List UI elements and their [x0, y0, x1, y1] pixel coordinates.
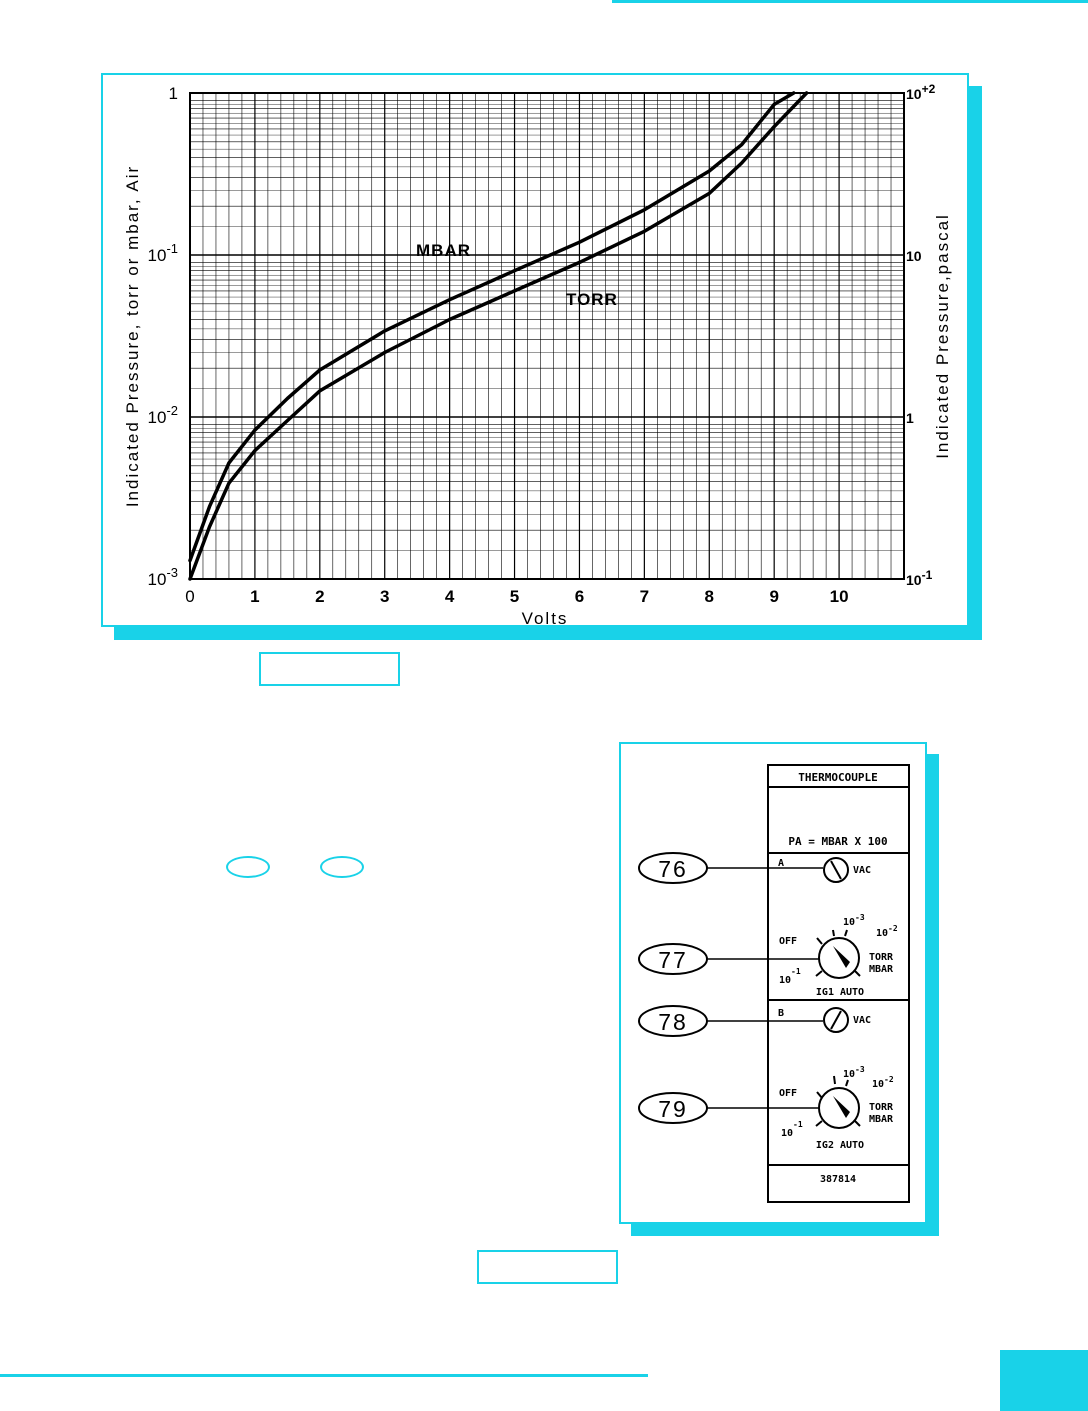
- x-tick-label: 3: [380, 587, 389, 606]
- knob-2-off: OFF: [779, 1088, 797, 1099]
- knob-2-torr: TORR: [869, 1102, 894, 1113]
- panel-formula: PA = MBAR X 100: [788, 835, 887, 848]
- pressure-volts-chart: 0 1 2 3 4 5 6 7 8 9 10 1 10-1 10-2 10-3 10+2 10 1 10-1 MBA…: [123, 82, 952, 628]
- y-tick-label-right: 10-1: [906, 568, 933, 588]
- series-line-torr: [188, 91, 809, 581]
- series-line-mbar: [188, 91, 796, 563]
- y-tick-label-right: 10: [906, 248, 922, 264]
- y-tick-label-left: 10-2: [148, 403, 178, 427]
- switch-a-vac: VAC: [853, 865, 871, 876]
- knob-1-off: OFF: [779, 936, 797, 947]
- callout-77-label: 77: [658, 947, 688, 973]
- reference-oval-right: [320, 856, 364, 878]
- callout-78: 78: [638, 1005, 823, 1037]
- x-tick-label: 9: [769, 587, 778, 606]
- y-tick-label-right: 10+2: [906, 82, 936, 102]
- range-knob-2: [818, 1087, 860, 1129]
- callout-79-label: 79: [658, 1096, 688, 1122]
- callout-76: 76: [638, 852, 823, 884]
- reference-oval-left: [226, 856, 270, 878]
- x-tick-label: 0: [185, 587, 194, 606]
- knob-2-e1: 10-1: [781, 1120, 803, 1139]
- panel-title: THERMOCOUPLE: [798, 771, 877, 784]
- knob-1-e1: 10-1: [779, 967, 801, 986]
- knob-1-e2: 10-2: [876, 924, 898, 939]
- knob-2-mbar: MBAR: [869, 1114, 894, 1125]
- y-tick-label-left: 10-3: [148, 565, 178, 589]
- knob-2-auto: IG2 AUTO: [816, 1140, 864, 1151]
- x-tick-label: 4: [445, 587, 455, 606]
- x-tick-label: 10: [830, 587, 849, 606]
- x-tick-label: 2: [315, 587, 324, 606]
- figure-caption-box: [259, 652, 400, 686]
- knob-2-e3: 10-3: [843, 1065, 865, 1080]
- knob-1-mbar: MBAR: [869, 964, 894, 975]
- x-tick-label: 7: [640, 587, 649, 606]
- ticks-layer: 0 1 2 3 4 5 6 7 8 9 10 1 10-1 10-2 10-3 10+2 10 1 10-1: [148, 82, 936, 606]
- switch-b-label: B: [778, 1008, 784, 1019]
- range-knob-1: [818, 937, 860, 979]
- series-label-torr: TORR: [566, 290, 618, 309]
- knob-1-auto: IG1 AUTO: [816, 987, 864, 998]
- panel-caption-box: [477, 1250, 618, 1284]
- series-label-mbar: MBAR: [416, 241, 471, 260]
- top-rule: [612, 0, 1088, 3]
- bottom-rule: [0, 1374, 648, 1377]
- part-number: 387814: [820, 1174, 856, 1185]
- switch-b-vac: VAC: [853, 1015, 871, 1026]
- chart-frame: [101, 73, 969, 627]
- y-axis-label-left: Indicated Pressure, torr or mbar, Air: [123, 165, 142, 507]
- callout-76-label: 76: [658, 856, 688, 882]
- callout-79: 79: [638, 1092, 819, 1124]
- callout-77: 77: [638, 943, 819, 975]
- y-tick-label-left: 10-1: [148, 241, 178, 265]
- x-tick-label: 6: [575, 587, 584, 606]
- panel-body: [767, 764, 910, 1203]
- switch-a-label: A: [778, 858, 784, 869]
- y-tick-label-right: 1: [906, 410, 914, 426]
- x-axis-label: Volts: [522, 609, 569, 628]
- x-tick-label: 1: [250, 587, 259, 606]
- x-tick-label: 8: [705, 587, 714, 606]
- x-tick-label: 5: [510, 587, 519, 606]
- callout-78-label: 78: [658, 1009, 688, 1035]
- y-tick-label-left: 1: [169, 84, 178, 103]
- y-axis-label-right: Indicated Pressure,pascal: [933, 213, 952, 459]
- knob-2-e2: 10-2: [872, 1075, 894, 1090]
- knob-1-torr: TORR: [869, 952, 894, 963]
- knob-1-e3: 10-3: [843, 913, 865, 928]
- page-corner-tab: [1000, 1350, 1088, 1411]
- series-layer: [188, 91, 809, 581]
- plot-area-border: [189, 92, 905, 580]
